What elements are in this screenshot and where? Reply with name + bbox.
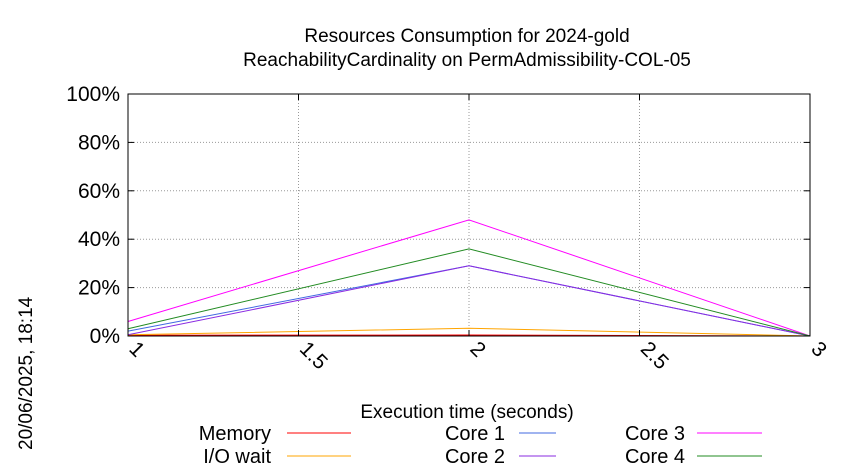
y-tick-label: 40% [78, 228, 120, 251]
x-tick-label: 2.5 [636, 337, 673, 374]
legend-label: Core 4 [625, 446, 685, 468]
x-tick-label: 1.5 [295, 337, 332, 374]
series-line-i-o-wait [127, 327, 811, 337]
y-tick-label: 80% [78, 131, 120, 154]
series-line-core-4 [127, 248, 811, 337]
x-axis-label: Execution time (seconds) [360, 402, 573, 423]
x-tick-label: 2 [465, 337, 490, 362]
y-axis-ticks: 0% 20% 40% 60% 80% 100% [66, 83, 810, 348]
grid [128, 94, 810, 336]
x-axis-ticks: 1 1.5 2 2.5 3 [124, 94, 831, 374]
chart-title-line2: ReachabilityCardinality on PermAdmissibi… [243, 50, 691, 71]
legend-label: I/O wait [203, 446, 271, 468]
legend-label: Core 2 [445, 446, 505, 468]
legend-label: Core 1 [445, 423, 505, 445]
timestamp-label: 20/06/2025, 18:14 [16, 296, 37, 450]
x-tick-label: 1 [124, 337, 149, 362]
series-line-core-2 [127, 265, 811, 337]
series-line-core-3 [127, 219, 811, 337]
legend-label: Memory [199, 423, 271, 445]
x-tick-label: 3 [806, 337, 831, 362]
legend-label: Core 3 [625, 423, 685, 445]
y-tick-label: 20% [78, 277, 120, 300]
y-tick-label: 60% [78, 180, 120, 203]
y-tick-label: 100% [66, 83, 120, 106]
chart-title-line1: Resources Consumption for 2024-gold [304, 26, 629, 47]
y-tick-label: 0% [90, 325, 120, 348]
